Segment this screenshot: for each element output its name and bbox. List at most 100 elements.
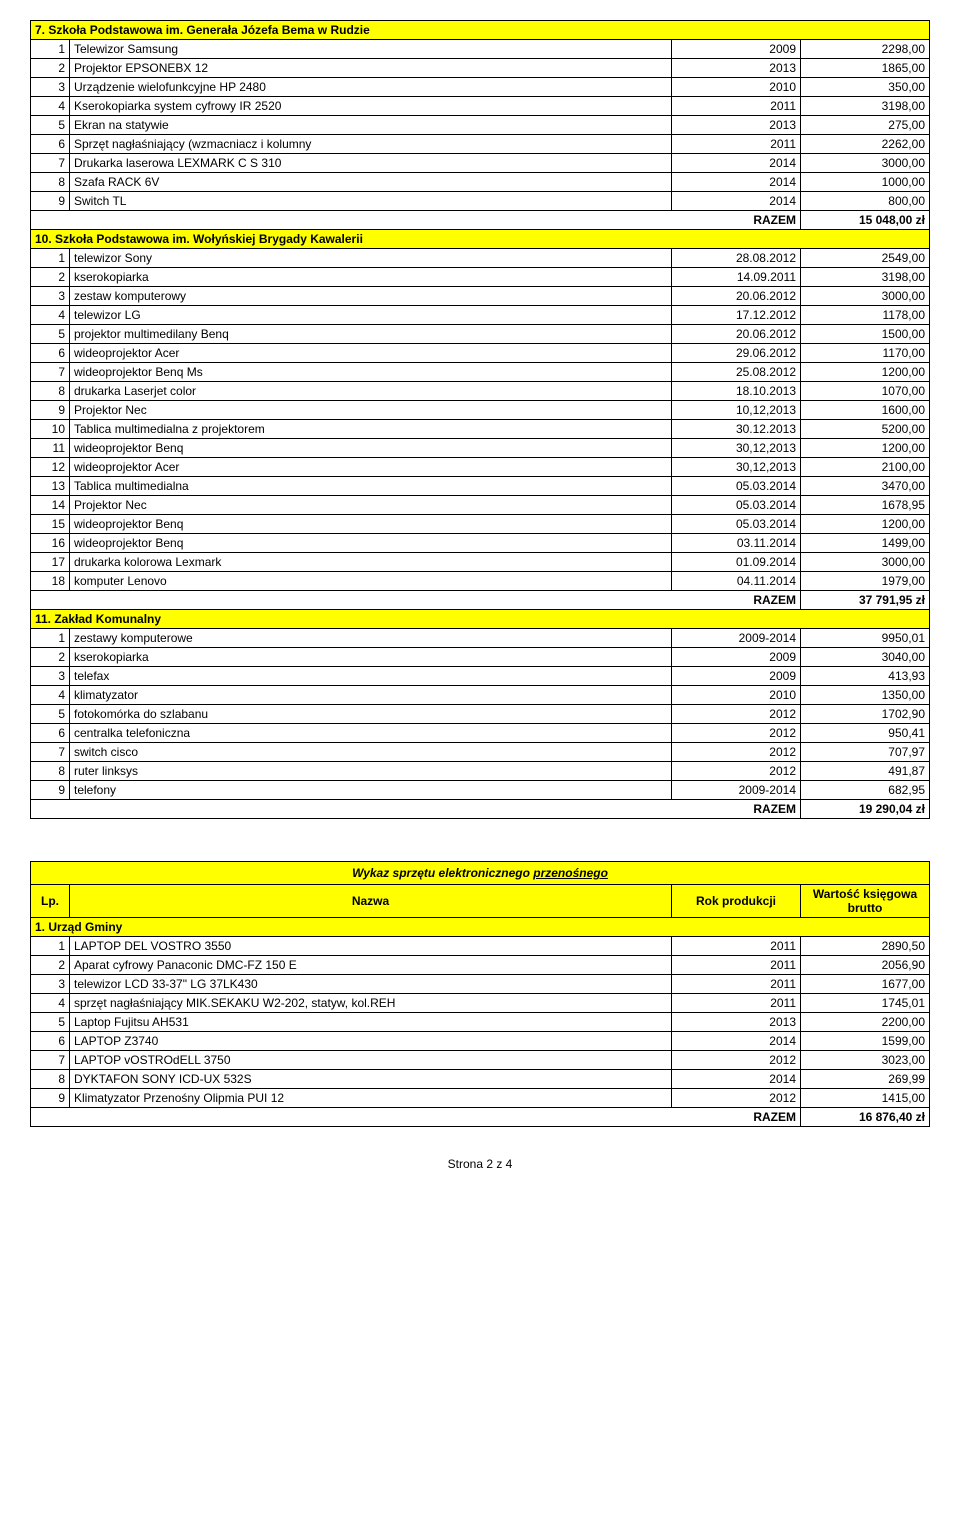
column-header: Nazwa bbox=[70, 885, 672, 918]
cell: kserokopiarka bbox=[70, 648, 672, 667]
cell: 10,12,2013 bbox=[672, 401, 801, 420]
cell: 2009-2014 bbox=[672, 629, 801, 648]
cell: 7 bbox=[31, 154, 70, 173]
cell: Szafa RACK 6V bbox=[70, 173, 672, 192]
cell: wideoprojektor Acer bbox=[70, 344, 672, 363]
table-row: 13Tablica multimedialna05.03.20143470,00 bbox=[31, 477, 930, 496]
cell: 28.08.2012 bbox=[672, 249, 801, 268]
cell: Projektor Nec bbox=[70, 496, 672, 515]
cell: 1200,00 bbox=[801, 363, 930, 382]
cell: komputer Lenovo bbox=[70, 572, 672, 591]
cell: 2012 bbox=[672, 1051, 801, 1070]
table-row: 8Szafa RACK 6V20141000,00 bbox=[31, 173, 930, 192]
cell: 3 bbox=[31, 287, 70, 306]
table-row: 7switch cisco2012707,97 bbox=[31, 743, 930, 762]
cell: Projektor EPSONEBX 12 bbox=[70, 59, 672, 78]
cell: 2009 bbox=[672, 40, 801, 59]
cell: Aparat cyfrowy Panaconic DMC-FZ 150 E bbox=[70, 956, 672, 975]
table-row: 6wideoprojektor Acer29.06.20121170,00 bbox=[31, 344, 930, 363]
cell: 6 bbox=[31, 344, 70, 363]
cell: 01.09.2014 bbox=[672, 553, 801, 572]
cell: 2549,00 bbox=[801, 249, 930, 268]
cell: 2013 bbox=[672, 59, 801, 78]
cell: 3198,00 bbox=[801, 97, 930, 116]
cell: 2056,90 bbox=[801, 956, 930, 975]
razem-label: RAZEM bbox=[31, 211, 801, 230]
cell: 1 bbox=[31, 629, 70, 648]
cell: 2010 bbox=[672, 686, 801, 705]
cell: 8 bbox=[31, 382, 70, 401]
cell: ruter linksys bbox=[70, 762, 672, 781]
cell: 9 bbox=[31, 1089, 70, 1108]
cell: 7 bbox=[31, 363, 70, 382]
cell: 2012 bbox=[672, 743, 801, 762]
cell: 2890,50 bbox=[801, 937, 930, 956]
cell: 6 bbox=[31, 135, 70, 154]
cell: zestawy komputerowe bbox=[70, 629, 672, 648]
cell: wideoprojektor Benq bbox=[70, 439, 672, 458]
cell: 2262,00 bbox=[801, 135, 930, 154]
cell: 2014 bbox=[672, 154, 801, 173]
cell: 2014 bbox=[672, 173, 801, 192]
table-row: 1LAPTOP DEL VOSTRO 355020112890,50 bbox=[31, 937, 930, 956]
cell: 2009-2014 bbox=[672, 781, 801, 800]
razem-label: RAZEM bbox=[31, 800, 801, 819]
cell: wideoprojektor Acer bbox=[70, 458, 672, 477]
cell: wideoprojektor Benq bbox=[70, 515, 672, 534]
cell: 491,87 bbox=[801, 762, 930, 781]
cell: Laptop Fujitsu AH531 bbox=[70, 1013, 672, 1032]
table-row: 5Ekran na statywie2013275,00 bbox=[31, 116, 930, 135]
table-row: 1zestawy komputerowe2009-20149950,01 bbox=[31, 629, 930, 648]
cell: 6 bbox=[31, 724, 70, 743]
cell: 12 bbox=[31, 458, 70, 477]
cell: 2013 bbox=[672, 1013, 801, 1032]
cell: 2012 bbox=[672, 1089, 801, 1108]
cell: 20.06.2012 bbox=[672, 325, 801, 344]
cell: 2014 bbox=[672, 192, 801, 211]
cell: 16 bbox=[31, 534, 70, 553]
cell: 3040,00 bbox=[801, 648, 930, 667]
cell: telefony bbox=[70, 781, 672, 800]
cell: 5 bbox=[31, 705, 70, 724]
cell: Telewizor Samsung bbox=[70, 40, 672, 59]
cell: 8 bbox=[31, 1070, 70, 1089]
cell: 9950,01 bbox=[801, 629, 930, 648]
razem-value: 19 290,04 zł bbox=[801, 800, 930, 819]
page-footer: Strona 2 z 4 bbox=[30, 1157, 930, 1171]
table-row: 16wideoprojektor Benq03.11.20141499,00 bbox=[31, 534, 930, 553]
cell: 6 bbox=[31, 1032, 70, 1051]
cell: Klimatyzator Przenośny Olipmia PUI 12 bbox=[70, 1089, 672, 1108]
cell: 05.03.2014 bbox=[672, 496, 801, 515]
cell: 1070,00 bbox=[801, 382, 930, 401]
cell: 2012 bbox=[672, 724, 801, 743]
cell: 3023,00 bbox=[801, 1051, 930, 1070]
cell: centralka telefoniczna bbox=[70, 724, 672, 743]
cell: drukarka kolorowa Lexmark bbox=[70, 553, 672, 572]
cell: Ekran na statywie bbox=[70, 116, 672, 135]
cell: 1000,00 bbox=[801, 173, 930, 192]
cell: 275,00 bbox=[801, 116, 930, 135]
column-header: Rok produkcji bbox=[672, 885, 801, 918]
cell: 4 bbox=[31, 994, 70, 1013]
cell: 3 bbox=[31, 78, 70, 97]
table-row: 3telewizor LCD 33-37" LG 37LK43020111677… bbox=[31, 975, 930, 994]
cell: 11 bbox=[31, 439, 70, 458]
cell: 2011 bbox=[672, 975, 801, 994]
cell: 2012 bbox=[672, 705, 801, 724]
cell: 8 bbox=[31, 762, 70, 781]
cell: 682,95 bbox=[801, 781, 930, 800]
cell: kserokopiarka bbox=[70, 268, 672, 287]
cell: 1350,00 bbox=[801, 686, 930, 705]
cell: switch cisco bbox=[70, 743, 672, 762]
cell: Drukarka laserowa LEXMARK C S 310 bbox=[70, 154, 672, 173]
razem-label: RAZEM bbox=[31, 591, 801, 610]
cell: fotokomórka do szlabanu bbox=[70, 705, 672, 724]
cell: 269,99 bbox=[801, 1070, 930, 1089]
cell: 14.09.2011 bbox=[672, 268, 801, 287]
cell: 9 bbox=[31, 192, 70, 211]
cell: 20.06.2012 bbox=[672, 287, 801, 306]
cell: 2298,00 bbox=[801, 40, 930, 59]
section-title: 1. Urząd Gminy bbox=[31, 918, 930, 937]
table-row: 8drukarka Laserjet color18.10.20131070,0… bbox=[31, 382, 930, 401]
cell: Projektor Nec bbox=[70, 401, 672, 420]
